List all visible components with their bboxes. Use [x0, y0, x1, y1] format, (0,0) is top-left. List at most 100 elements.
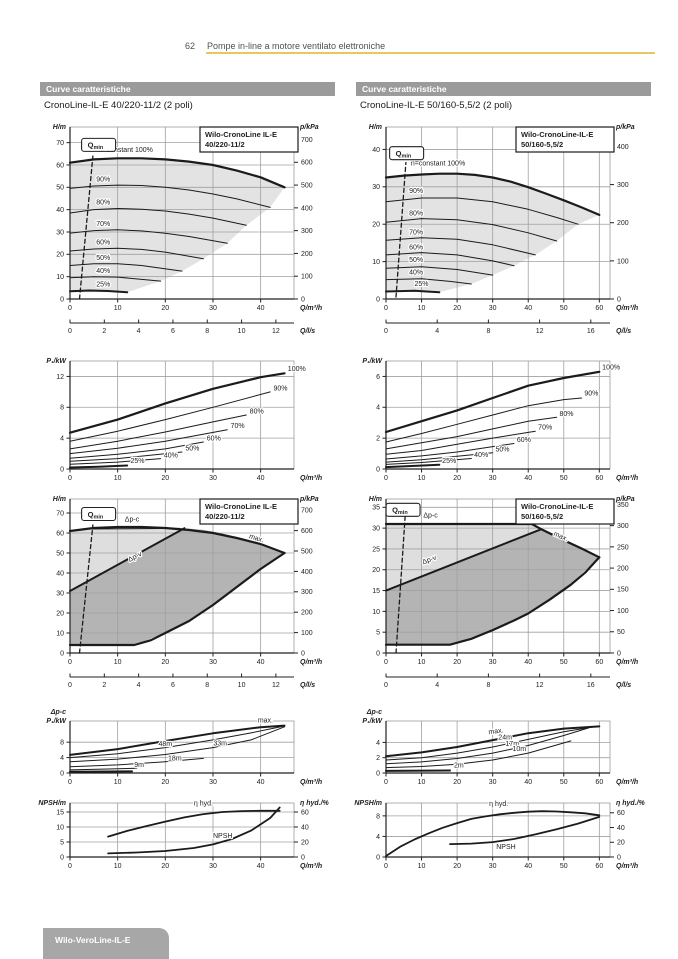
svg-text:9m: 9m	[134, 762, 144, 769]
svg-text:25%: 25%	[131, 458, 145, 465]
svg-text:0: 0	[376, 466, 380, 473]
svg-text:20: 20	[372, 222, 380, 229]
svg-text:40/220-11/2: 40/220-11/2	[205, 512, 245, 521]
svg-text:150: 150	[617, 587, 629, 594]
pump-title-right: CronoLine-IL-E 50/160-5,5/2 (2 poli)	[360, 100, 513, 111]
svg-text:8: 8	[205, 682, 209, 689]
svg-text:100%: 100%	[602, 364, 620, 371]
svg-text:0: 0	[376, 296, 380, 303]
svg-text:30: 30	[56, 229, 64, 236]
svg-text:Q/m³/h: Q/m³/h	[300, 863, 322, 870]
svg-text:0: 0	[68, 659, 72, 666]
svg-text:P₁/kW: P₁/kW	[362, 718, 383, 725]
svg-text:40: 40	[257, 475, 265, 482]
svg-text:40: 40	[524, 779, 532, 786]
svg-text:Q/l/s: Q/l/s	[616, 682, 631, 689]
svg-text:60%: 60%	[517, 437, 531, 444]
svg-text:90%: 90%	[96, 177, 110, 184]
svg-text:10: 10	[418, 863, 426, 870]
svg-text:40%: 40%	[96, 268, 110, 275]
svg-text:6: 6	[376, 374, 380, 381]
svg-text:40: 40	[257, 305, 265, 312]
svg-text:Wilo-CronoLine IL-E: Wilo-CronoLine IL-E	[205, 502, 277, 511]
svg-text:600: 600	[301, 160, 313, 167]
header-title: Pompe in-line a motore ventilato elettro…	[207, 41, 386, 51]
svg-text:10: 10	[114, 475, 122, 482]
svg-text:10: 10	[372, 259, 380, 266]
svg-text:4: 4	[137, 682, 141, 689]
svg-text:90%: 90%	[274, 385, 288, 392]
svg-text:4: 4	[435, 328, 439, 335]
svg-text:NPSH/m: NPSH/m	[354, 800, 382, 807]
svg-text:p/kPa: p/kPa	[299, 496, 319, 503]
svg-text:2: 2	[376, 755, 380, 762]
svg-text:60%: 60%	[96, 239, 110, 246]
svg-text:Q/m³/h: Q/m³/h	[300, 779, 322, 786]
svg-text:2: 2	[102, 682, 106, 689]
chart-control-range-40-220: 0 10 20 30 40 50 60 70 0 10 20 30 40 0 100 200 300 400 500…	[40, 491, 340, 699]
svg-text:350: 350	[617, 502, 629, 509]
svg-text:8: 8	[60, 740, 64, 747]
svg-text:0: 0	[384, 779, 388, 786]
svg-text:30: 30	[489, 659, 497, 666]
svg-text:4: 4	[376, 834, 380, 841]
svg-text:30: 30	[56, 590, 64, 597]
svg-text:10: 10	[418, 659, 426, 666]
svg-text:25%: 25%	[96, 281, 110, 288]
page-number: 62	[185, 41, 196, 51]
svg-text:0: 0	[384, 328, 388, 335]
svg-text:50/160-5,5/2: 50/160-5,5/2	[521, 140, 563, 149]
svg-text:P₁/kW: P₁/kW	[46, 718, 67, 725]
svg-text:400: 400	[301, 205, 313, 212]
svg-text:max.: max.	[258, 718, 273, 725]
svg-text:Q/l/s: Q/l/s	[300, 328, 315, 335]
svg-text:80%: 80%	[560, 411, 574, 418]
chart-svg-npsh-50-160: 0 4 8 0 10 20 30 40 50 60 0 20 40 60 NPSH/m η hyd./% Q/m…	[354, 800, 645, 870]
svg-text:0: 0	[60, 650, 64, 657]
svg-text:0: 0	[384, 863, 388, 870]
svg-text:12: 12	[536, 682, 544, 689]
svg-text:0: 0	[68, 328, 72, 335]
svg-text:p/kPa: p/kPa	[615, 124, 635, 131]
svg-text:50%: 50%	[96, 255, 110, 262]
svg-text:Wilo-CronoLine IL-E: Wilo-CronoLine IL-E	[205, 130, 277, 139]
svg-text:40: 40	[257, 779, 265, 786]
svg-text:Q/m³/h: Q/m³/h	[616, 475, 638, 482]
svg-text:20: 20	[453, 305, 461, 312]
svg-text:500: 500	[301, 548, 313, 555]
svg-text:50%: 50%	[496, 446, 510, 453]
svg-text:70%: 70%	[96, 221, 110, 228]
svg-text:8: 8	[486, 682, 490, 689]
svg-text:80%: 80%	[96, 200, 110, 207]
svg-text:8: 8	[205, 328, 209, 335]
svg-text:10: 10	[114, 779, 122, 786]
svg-text:Q/m³/h: Q/m³/h	[616, 863, 638, 870]
svg-text:0: 0	[384, 475, 388, 482]
svg-text:33m: 33m	[213, 740, 227, 747]
svg-text:10: 10	[418, 779, 426, 786]
svg-text:40: 40	[257, 863, 265, 870]
svg-text:100: 100	[617, 608, 629, 615]
svg-text:700: 700	[301, 137, 313, 144]
svg-text:400: 400	[301, 569, 313, 576]
section-bar-label: Curve caratteristiche	[362, 84, 447, 94]
svg-text:20: 20	[161, 659, 169, 666]
svg-text:0: 0	[617, 650, 621, 657]
svg-text:NPSH: NPSH	[496, 844, 515, 851]
svg-text:100: 100	[617, 258, 629, 265]
svg-text:12: 12	[536, 328, 544, 335]
svg-text:0: 0	[384, 682, 388, 689]
svg-text:60: 60	[595, 863, 603, 870]
svg-text:2m: 2m	[454, 762, 464, 769]
svg-text:6: 6	[171, 682, 175, 689]
svg-text:0: 0	[68, 863, 72, 870]
svg-text:0: 0	[301, 650, 305, 657]
svg-text:200: 200	[301, 251, 313, 258]
svg-text:2: 2	[102, 328, 106, 335]
svg-text:40: 40	[524, 305, 532, 312]
chart-svg-npsh-40-220: 0 5 10 15 0 10 20 30 40 0 20 40 60 NPSH/m η hyd./% Q/m³…	[38, 799, 329, 870]
svg-text:Δp-c: Δp-c	[423, 512, 438, 519]
svg-text:Q/m³/h: Q/m³/h	[616, 659, 638, 666]
